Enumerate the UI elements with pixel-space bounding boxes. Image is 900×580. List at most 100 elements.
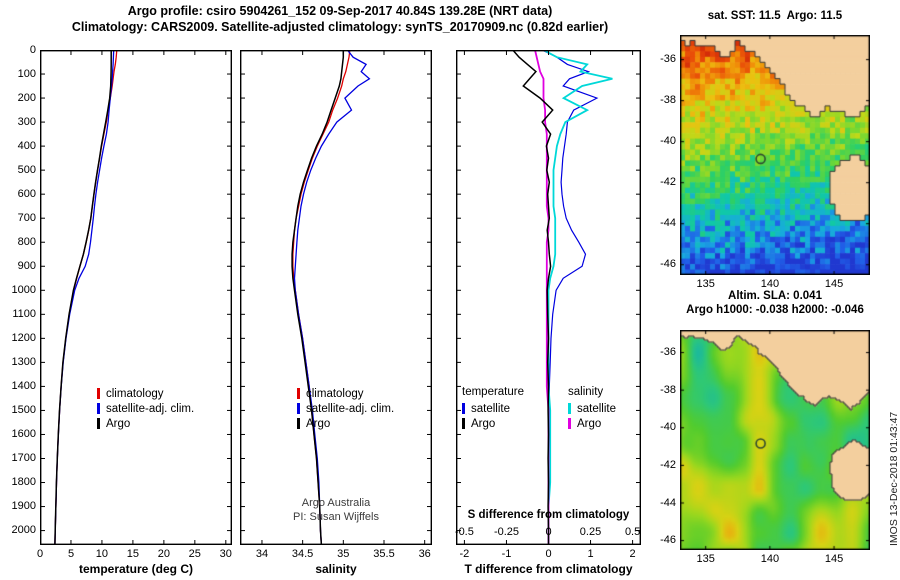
series-t-argo (512, 50, 554, 545)
legend-item-argo: Argo (297, 416, 394, 431)
x-tick-label: 10 (95, 548, 109, 560)
legend-salinity-panel: climatology satellite-adj. clim. Argo (297, 386, 394, 431)
y-tick-label: 1100 (12, 307, 36, 320)
y-tick-label: 1600 (11, 428, 36, 440)
pi-note: PI: Susan Wijffels (293, 511, 379, 523)
title-line-2: Climatology: CARS2009. Satellite-adjuste… (71, 20, 609, 34)
lon-tick-label: 145 (824, 553, 844, 565)
legend-label: Argo (106, 417, 131, 430)
y-tick-label: 900 (17, 259, 36, 272)
x-tick-label: 34 (255, 548, 269, 560)
y-tick-label: 1200 (11, 331, 36, 344)
x-tick-label: 34.5 (291, 548, 314, 560)
y-tick-label: 1500 (11, 403, 36, 416)
lat-tick-label: -44 (660, 217, 676, 230)
legend-label: satellite (577, 402, 616, 415)
s-argo-line-swatch (568, 418, 571, 429)
lat-tick-label: -42 (660, 176, 676, 189)
x-tick-label: 0 (36, 548, 44, 560)
climatology-line-swatch (97, 388, 100, 399)
series-climatology (292, 50, 351, 545)
legend-item-satellite: satellite (462, 401, 524, 416)
satellite-adj-line-swatch (297, 403, 300, 414)
legend-item-climatology: climatology (97, 386, 194, 401)
x-tick-label: 5 (67, 548, 75, 560)
sst-map-title: sat. SST: 11.5 Argo: 11.5 (707, 10, 843, 22)
legend-item-satellite-adj: satellite-adj. clim. (297, 401, 394, 416)
sla-map (680, 330, 870, 550)
series-argo (54, 50, 112, 545)
y-tick-label: 1000 (11, 283, 36, 296)
argo-australia-note: Argo Australia (301, 497, 371, 509)
y-tick-label: 200 (17, 91, 36, 104)
s-difference-axis-label: S difference from climatology (467, 509, 630, 521)
s-tick-label: 0.25 (579, 526, 602, 538)
lat-tick-label: -46 (660, 258, 676, 271)
y-tick-label: 600 (17, 187, 36, 200)
title-line-1: Argo profile: csiro 5904261_152 09-Sep-2… (127, 4, 553, 18)
x-tick-label: 36 (418, 548, 431, 560)
s-tick-label: -0.5 (454, 526, 474, 538)
legend-item-argo: Argo (462, 416, 524, 431)
lat-tick-label: -42 (660, 458, 676, 471)
argo-line-swatch (297, 418, 300, 429)
xlabel-temperature: temperature (deg C) (78, 562, 194, 576)
difference-profile-panel (456, 50, 641, 545)
y-tick-label: 500 (17, 163, 36, 176)
y-tick-label: 1800 (11, 476, 36, 488)
axes-frame (240, 50, 432, 545)
x-tick-label: -2 (459, 548, 470, 560)
satellite-adj-line-swatch (97, 403, 100, 414)
legend-difference-temperature: temperature satellite Argo (462, 386, 524, 431)
sst-map (680, 35, 870, 275)
x-tick-label: 0 (545, 548, 552, 560)
lon-tick-label: 140 (760, 553, 780, 565)
y-tick-label: 1400 (11, 379, 36, 392)
legend-item-argo: Argo (97, 416, 194, 431)
y-tick-label: 0 (29, 43, 36, 56)
climatology-line-swatch (297, 388, 300, 399)
lat-tick-label: -46 (660, 534, 676, 547)
legend-label: satellite-adj. clim. (106, 402, 195, 415)
legend-temperature-panel: climatology satellite-adj. clim. Argo (97, 386, 194, 431)
legend-label: Argo (577, 417, 602, 430)
legend-difference-salinity: salinity satellite Argo (568, 386, 616, 431)
xlabel-t-difference: T difference from climatology (464, 562, 633, 576)
s-tick-label: -0.25 (493, 526, 520, 538)
legend-label: climatology (106, 387, 164, 400)
y-tick-label: 100 (17, 67, 36, 80)
lon-tick-label: 135 (696, 553, 715, 565)
legend-label: satellite-adj. clim. (306, 402, 395, 415)
t-argo-line-swatch (462, 418, 465, 429)
y-tick-label: 1900 (11, 500, 36, 513)
s-tick-label: 0.5 (624, 526, 641, 538)
salinity-profile-panel (240, 50, 432, 545)
legend-label: Argo (471, 417, 496, 430)
x-tick-label: 35.5 (373, 548, 395, 560)
legend-label: climatology (306, 387, 364, 400)
x-tick-label: 2 (629, 548, 636, 560)
series-s-argo (534, 50, 550, 545)
series-s-satellite (543, 50, 613, 545)
y-tick-label: 1700 (11, 452, 36, 464)
lon-tick-label: 135 (696, 278, 715, 290)
s-satellite-line-swatch (568, 403, 571, 414)
xlabel-salinity: salinity (315, 562, 357, 576)
series-satellite-adj-clim- (293, 50, 371, 545)
argo-line-swatch (97, 418, 100, 429)
lat-tick-label: -38 (660, 94, 676, 107)
timestamp-watermark: IMOS 13-Dec-2018 01:43:47 (888, 411, 900, 546)
x-tick-label: 35 (337, 548, 350, 560)
x-tick-label: 25 (188, 548, 201, 560)
lon-tick-label: 145 (824, 278, 844, 290)
series-argo (291, 50, 345, 545)
legend-item-climatology: climatology (297, 386, 394, 401)
x-tick-label: 30 (219, 548, 232, 560)
y-tick-label: 800 (17, 235, 36, 248)
legend-header-temperature: temperature (462, 386, 525, 398)
lat-tick-label: -40 (660, 421, 676, 434)
lat-tick-label: -40 (660, 135, 676, 148)
t-satellite-line-swatch (462, 403, 465, 414)
s-tick-label: 0 (545, 526, 552, 538)
legend-header-salinity: salinity (568, 386, 604, 398)
